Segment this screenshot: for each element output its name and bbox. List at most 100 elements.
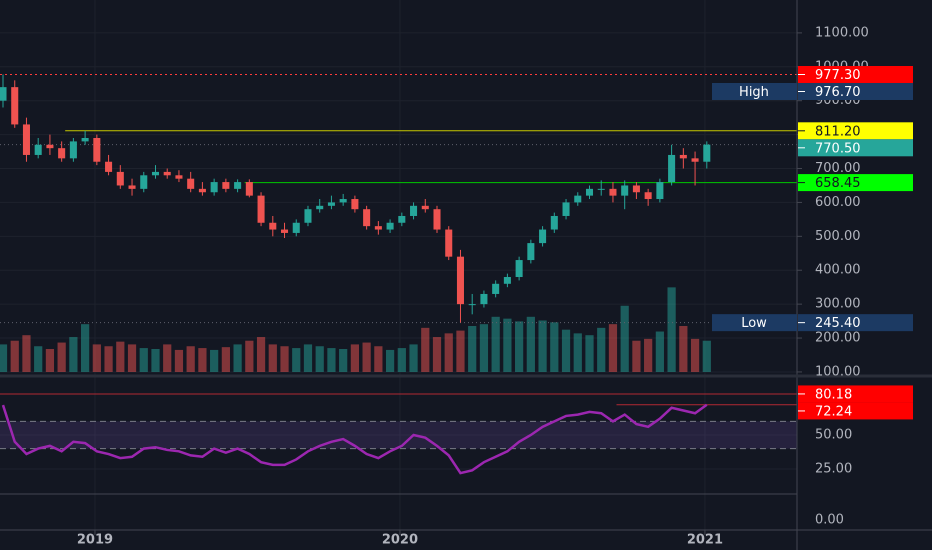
rsi-tag-label: 72.24 (815, 404, 852, 419)
candle-body (269, 222, 277, 230)
price-tag-label: 976.70 (815, 85, 861, 100)
candle-body (480, 293, 488, 305)
volume-bar (221, 347, 230, 372)
candle-body (632, 185, 640, 193)
y-tick-label: 500.00 (815, 229, 861, 244)
volume-bar (186, 346, 195, 372)
volume-bar (702, 340, 711, 372)
labels: 100.00 200.00 300.00 400.00 500.00 600.00 700.… (77, 25, 913, 548)
volume-bar (280, 346, 289, 372)
rsi-band (0, 421, 797, 449)
candle-body (93, 137, 101, 162)
volume-bar (198, 348, 207, 372)
price-tag-box (798, 82, 913, 100)
volume-bar (116, 341, 125, 372)
x-tick-label: 2019 (77, 533, 113, 548)
volume-bar (163, 344, 172, 372)
volume-bar (22, 335, 31, 372)
plot (0, 73, 797, 475)
price-tag-label: 658.45 (815, 176, 861, 191)
volume-bar (632, 340, 641, 372)
volume-bar (303, 344, 313, 372)
candle-body (621, 185, 629, 196)
rsi-tag-label: 80.18 (815, 387, 852, 402)
candle-body (58, 148, 66, 159)
y-tick-label: 50.00 (815, 427, 852, 442)
candle-body (245, 182, 253, 196)
volume-bar (444, 333, 453, 372)
candle-body (609, 188, 617, 196)
candle-body (691, 158, 699, 162)
volume-bar (292, 348, 301, 372)
price-tag-name: High (739, 85, 769, 100)
price-tag-name-box (712, 314, 797, 332)
volume-bar (432, 337, 442, 372)
volume-bar (573, 333, 582, 372)
rsi-line (1, 403, 708, 475)
volume-bar (104, 346, 113, 372)
candle-body (34, 144, 42, 155)
volume-bar (233, 344, 242, 372)
candle-body (597, 188, 605, 190)
volume-bar (92, 344, 101, 372)
volume-bar (139, 348, 148, 372)
candle-body (574, 195, 582, 203)
x-tick-label: 2020 (382, 533, 418, 548)
candle-body (351, 199, 359, 210)
volume-bar (69, 337, 78, 372)
candle-body (327, 202, 335, 206)
volume-bar (350, 344, 360, 372)
candle-body (339, 199, 347, 203)
volume-bar (491, 316, 500, 372)
volume-bar (515, 321, 524, 372)
volume-bar (174, 349, 184, 372)
candle-body (550, 215, 558, 230)
candle-body (644, 192, 652, 200)
volume-bar (644, 338, 653, 372)
y-tick-label: 300.00 (815, 297, 861, 312)
volume-bar (45, 349, 55, 372)
volume-bar (679, 326, 688, 372)
price-tag-label: 245.40 (815, 316, 861, 331)
volume-bar (456, 330, 465, 372)
candle-body (703, 144, 711, 162)
candle-body (656, 182, 664, 200)
candle-body (163, 171, 171, 176)
volume-bar (468, 326, 477, 372)
candle-body (386, 222, 394, 230)
candle-body (105, 161, 113, 172)
candle-body (128, 185, 136, 189)
candle-body (398, 215, 406, 223)
grid (0, 0, 797, 530)
price-tag-box (798, 122, 913, 140)
candle-body (69, 141, 77, 159)
volume-bar (655, 331, 664, 372)
price-tag-label: 811.20 (815, 124, 861, 139)
volume-bar (256, 337, 266, 372)
candle-body (503, 277, 511, 284)
volume-bar (550, 322, 559, 372)
y-tick-label: 1100.00 (815, 25, 869, 40)
candle-body (456, 256, 464, 305)
y-tick-label: 200.00 (815, 331, 861, 346)
volume-bar (10, 340, 19, 372)
candle-body (175, 175, 183, 179)
volume-bar (127, 344, 137, 372)
candle-body (539, 229, 547, 244)
volume-bar (538, 320, 547, 372)
volume-bar (608, 324, 618, 372)
candle-body (316, 205, 324, 210)
candle-body (22, 124, 30, 155)
volume-bar (585, 335, 594, 372)
candle-body (363, 209, 371, 227)
candle-body (527, 243, 535, 261)
volume-bar (34, 346, 43, 372)
volume-bar (421, 327, 430, 372)
volume-bar (526, 316, 535, 372)
volume-bar (374, 346, 383, 372)
candle-body (198, 188, 206, 193)
y-tick-label: 0.00 (815, 513, 844, 528)
candle-body (210, 182, 218, 193)
